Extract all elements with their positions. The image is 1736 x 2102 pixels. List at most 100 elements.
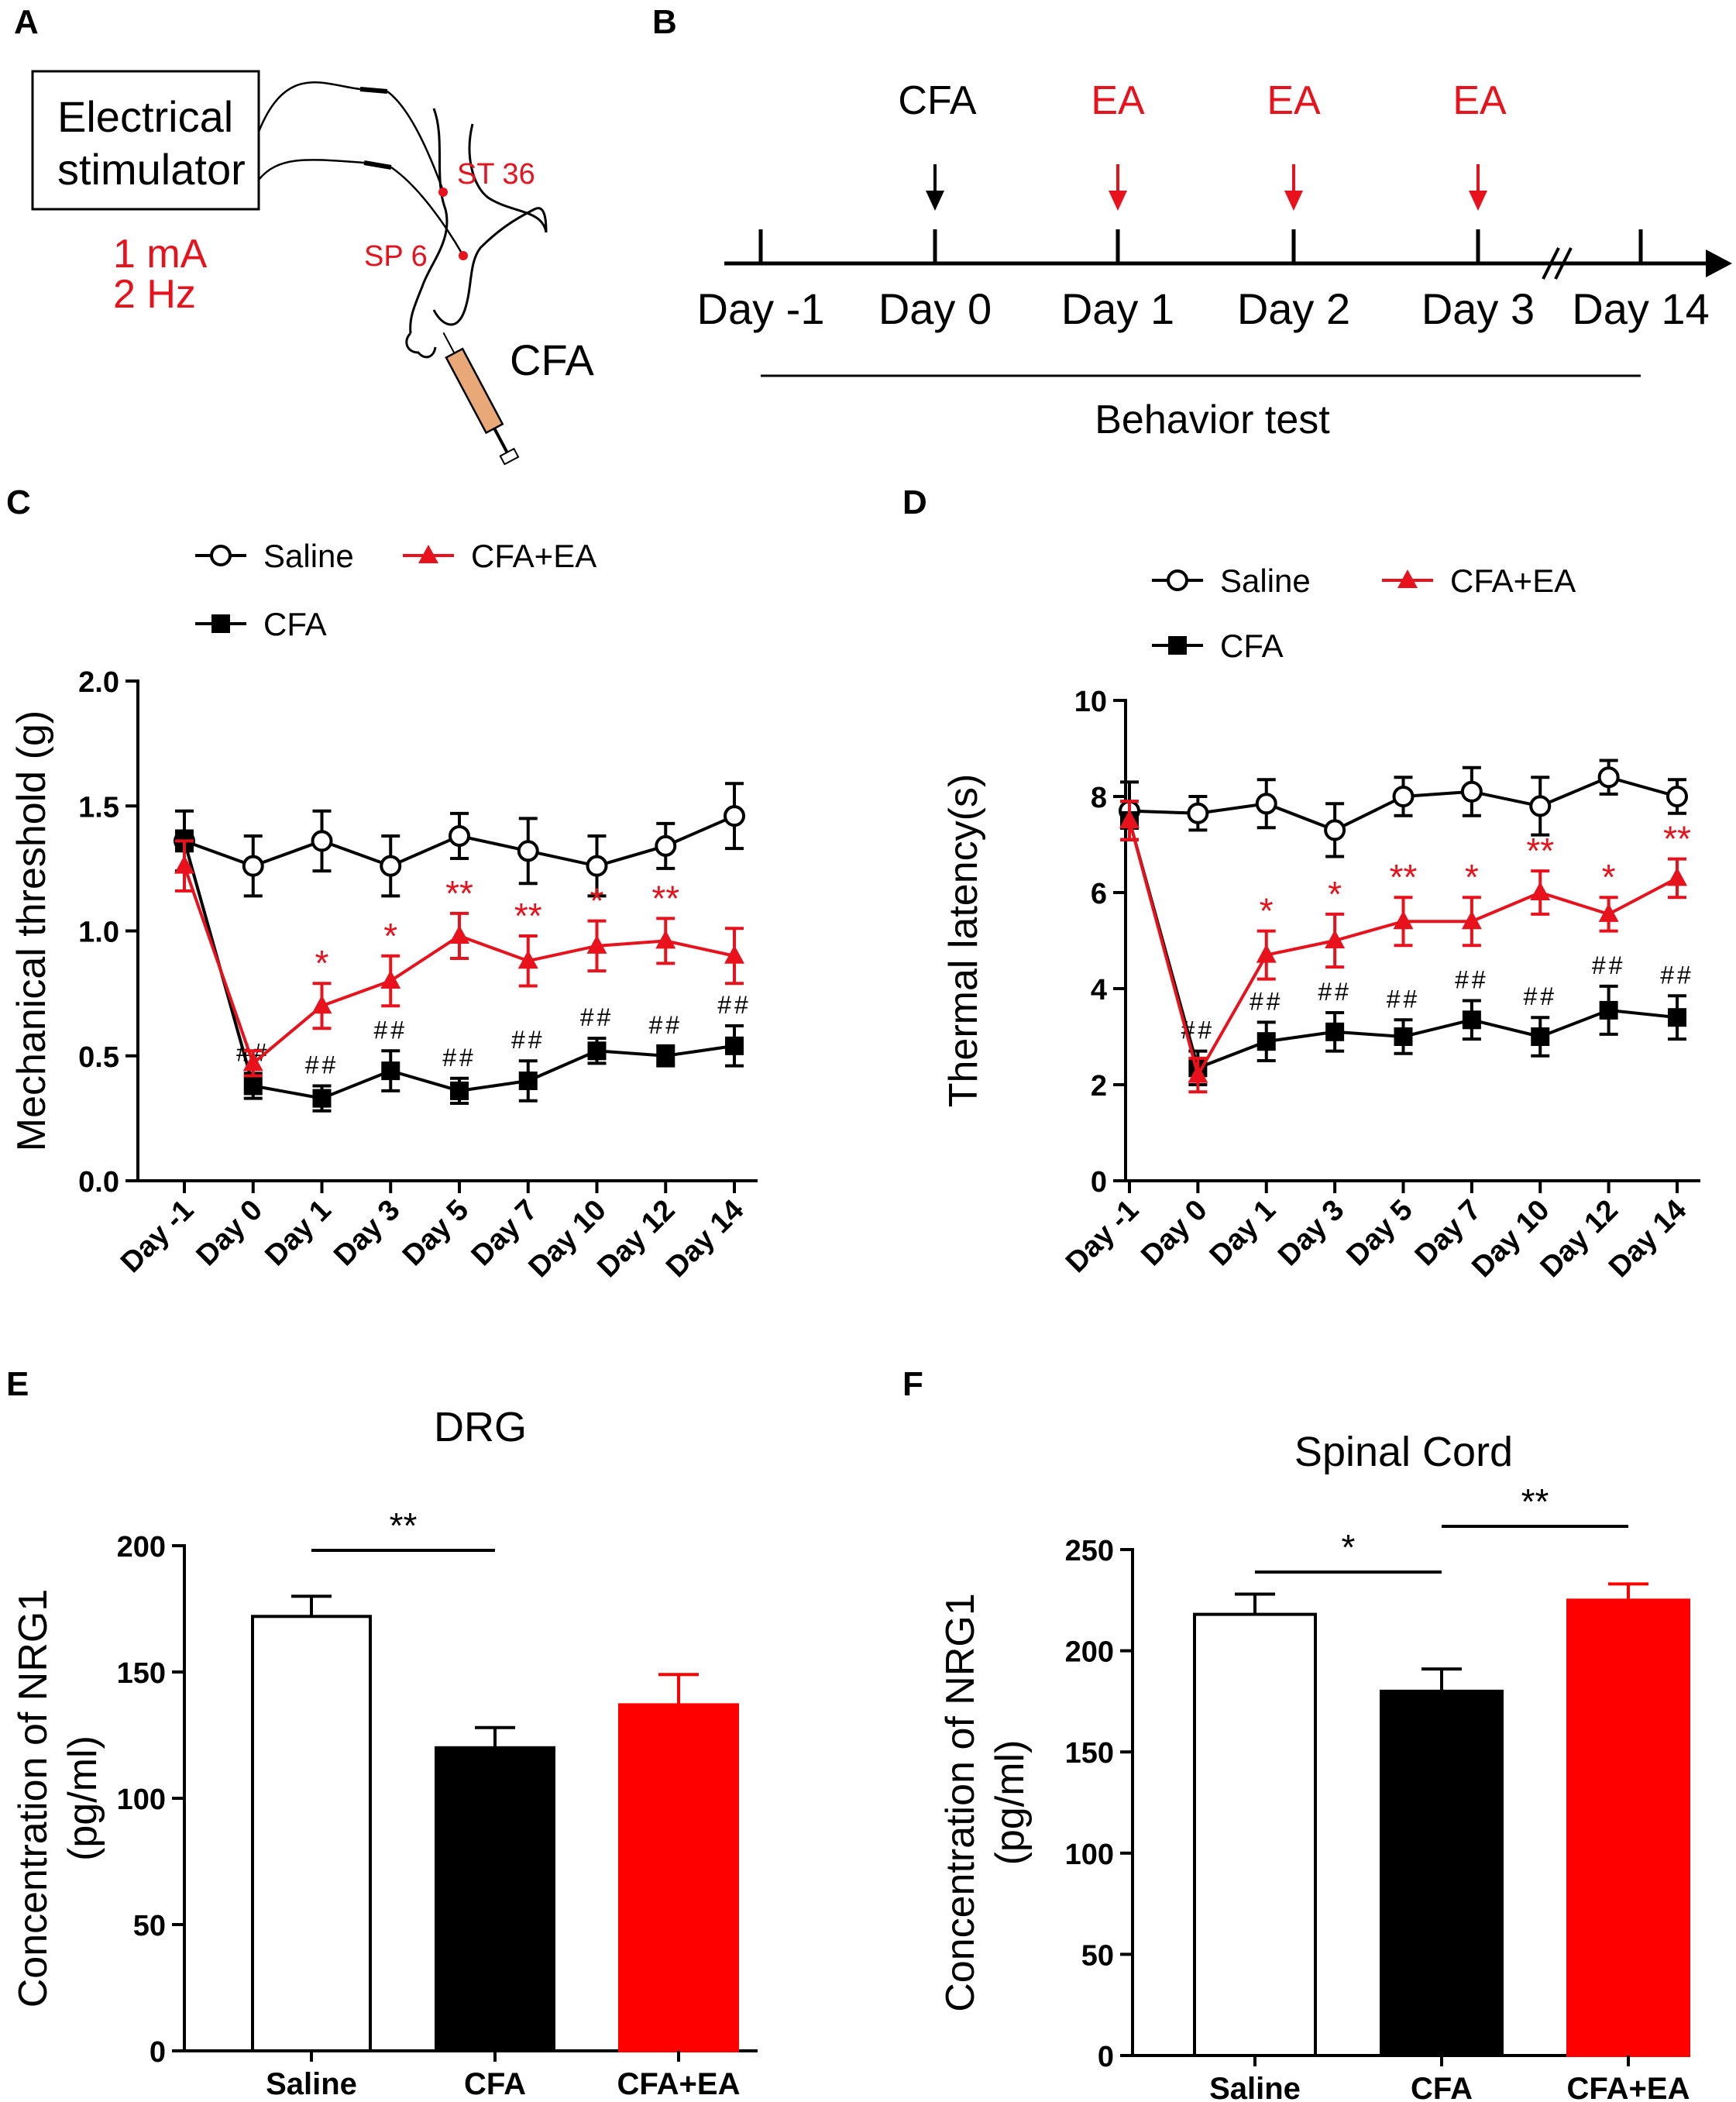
x-tick-label: Saline bbox=[266, 2067, 357, 2100]
data-point-saline bbox=[1324, 819, 1346, 841]
significance-hash-label: ## bbox=[717, 991, 751, 1019]
y-tick-label: 50 bbox=[1081, 1939, 1114, 1972]
y-axis-title: Concentration of NRG1 bbox=[11, 1589, 56, 2008]
x-tick-label: Saline bbox=[1209, 2072, 1301, 2100]
data-point-cfa-ea bbox=[517, 950, 538, 969]
x-tick-label: Day 3 bbox=[1272, 1194, 1350, 1272]
behavior-test-label: Behavior test bbox=[1095, 397, 1330, 442]
data-point-cfa-ea bbox=[1325, 930, 1346, 948]
series-cfa-ea bbox=[1119, 800, 1687, 1094]
data-point-cfa bbox=[1599, 1000, 1618, 1020]
frequency-value: 2 Hz bbox=[113, 272, 196, 317]
x-tick-label: CFA+EA bbox=[617, 2067, 741, 2100]
x-tick-label: CFA bbox=[464, 2067, 526, 2100]
down-arrow-icon bbox=[1469, 191, 1487, 211]
bar-saline bbox=[1193, 1612, 1317, 2058]
data-point-cfa-ea bbox=[1397, 569, 1418, 588]
y-tick-label: 4 bbox=[1091, 974, 1107, 1006]
data-point-cfa-ea bbox=[449, 924, 469, 944]
significance-star-label: * bbox=[383, 916, 397, 956]
significance-star-label: ** bbox=[514, 896, 542, 936]
significance-star-label: * bbox=[315, 943, 329, 983]
significance-star-label: * bbox=[1328, 874, 1342, 914]
data-point-cfa-ea bbox=[724, 944, 744, 964]
legend-label-saline: Saline bbox=[1220, 562, 1311, 599]
data-point-cfa-ea bbox=[1598, 903, 1619, 922]
y-tick-label: 0.0 bbox=[78, 1166, 119, 1199]
series-saline bbox=[174, 782, 745, 898]
data-point-saline bbox=[1255, 793, 1277, 815]
data-point-cfa bbox=[1168, 636, 1187, 655]
y-tick-label: 200 bbox=[117, 1531, 166, 1564]
x-tick-label: CFA bbox=[1411, 2072, 1473, 2100]
data-point-cfa-ea bbox=[1119, 810, 1140, 828]
x-tick-label: Day 5 bbox=[397, 1194, 475, 1272]
data-point-cfa-ea bbox=[1393, 910, 1414, 930]
bar-cfa bbox=[1380, 1689, 1504, 2057]
significance-hash-label: ## bbox=[305, 1051, 339, 1079]
legend-label-cfa: CFA bbox=[1220, 628, 1284, 664]
data-point-cfa-ea bbox=[586, 934, 607, 954]
significance-star-label: ** bbox=[445, 873, 473, 913]
data-point-cfa-ea bbox=[1667, 867, 1687, 886]
data-point-cfa bbox=[725, 1036, 744, 1055]
needle-st36 bbox=[359, 87, 388, 94]
data-point-cfa bbox=[518, 1072, 538, 1090]
significance-hash-label: ## bbox=[1592, 951, 1626, 979]
x-tick-label: Day 0 bbox=[191, 1194, 269, 1272]
y-axis-title: Thermal latency(s) bbox=[941, 774, 986, 1108]
timeline-day-label: Day 14 bbox=[1572, 284, 1709, 333]
data-point-cfa-ea bbox=[1188, 1064, 1208, 1083]
x-tick-label: Day 10 bbox=[1466, 1194, 1556, 1284]
y-tick-label: 250 bbox=[1065, 1535, 1114, 1567]
significance-hash-label: ## bbox=[1455, 966, 1489, 994]
y-tick-label: 0 bbox=[150, 2036, 166, 2069]
timeline-day-label: Day 1 bbox=[1061, 284, 1174, 333]
x-tick-label: Day 14 bbox=[1603, 1194, 1693, 1284]
panel-label-a: A bbox=[14, 3, 39, 41]
significance-label: * bbox=[1342, 1527, 1356, 1567]
y-tick-label: 1.5 bbox=[78, 791, 119, 824]
data-point-cfa bbox=[312, 1089, 332, 1108]
data-point-cfa bbox=[1531, 1027, 1550, 1046]
x-tick-label: Day 12 bbox=[1535, 1194, 1624, 1284]
data-point-cfa bbox=[381, 1061, 400, 1081]
down-arrow-icon bbox=[926, 191, 944, 211]
data-point-cfa-ea bbox=[242, 1052, 263, 1072]
wire-st36-tip bbox=[387, 90, 445, 191]
y-tick-label: 0.5 bbox=[78, 1041, 119, 1074]
data-point-saline bbox=[1666, 786, 1688, 807]
acupoint-st36-label: ST 36 bbox=[457, 158, 535, 191]
panel-label-c: C bbox=[6, 483, 31, 521]
bar-cfa bbox=[435, 1746, 555, 2052]
significance-star-label: * bbox=[1602, 857, 1616, 897]
data-point-cfa bbox=[211, 614, 230, 633]
data-point-cfa-ea bbox=[1256, 944, 1277, 963]
x-tick-label: Day 12 bbox=[591, 1194, 681, 1284]
data-point-saline bbox=[586, 855, 608, 877]
y-tick-label: 1.0 bbox=[78, 917, 119, 949]
stimulation-diagram bbox=[31, 70, 548, 465]
x-tick-label: Day 1 bbox=[1204, 1194, 1282, 1272]
data-point-saline bbox=[1167, 569, 1188, 591]
acupoint-sp6-label: SP 6 bbox=[364, 240, 428, 273]
y-tick-label: 0 bbox=[1098, 2041, 1114, 2073]
y-tick-label: 0 bbox=[1091, 1166, 1107, 1199]
significance-star-label: * bbox=[1465, 857, 1479, 897]
stimulator-box bbox=[31, 70, 260, 211]
data-point-saline bbox=[1529, 795, 1552, 817]
ea-event-label-2: EA bbox=[1267, 78, 1321, 123]
spinal-cord-nrg1-chart: Spinal Cord 0 50 100 150 200 250 Concentration … bbox=[938, 1429, 1690, 2100]
stimulator-label-line1: Electrical bbox=[57, 92, 234, 141]
current-value: 1 mA bbox=[113, 232, 208, 277]
rat-leg-outline bbox=[405, 108, 548, 359]
x-tick-label: Day 5 bbox=[1340, 1194, 1418, 1272]
y-axis-title-unit: (pg/ml) bbox=[60, 1736, 105, 1861]
down-arrow-icon bbox=[1109, 191, 1127, 211]
data-point-cfa-ea bbox=[1530, 882, 1551, 900]
y-tick-label: 150 bbox=[117, 1657, 166, 1690]
y-tick-label: 10 bbox=[1074, 686, 1107, 718]
significance-hash-label: ## bbox=[1250, 987, 1284, 1015]
x-tick-label: Day 0 bbox=[1135, 1194, 1213, 1272]
